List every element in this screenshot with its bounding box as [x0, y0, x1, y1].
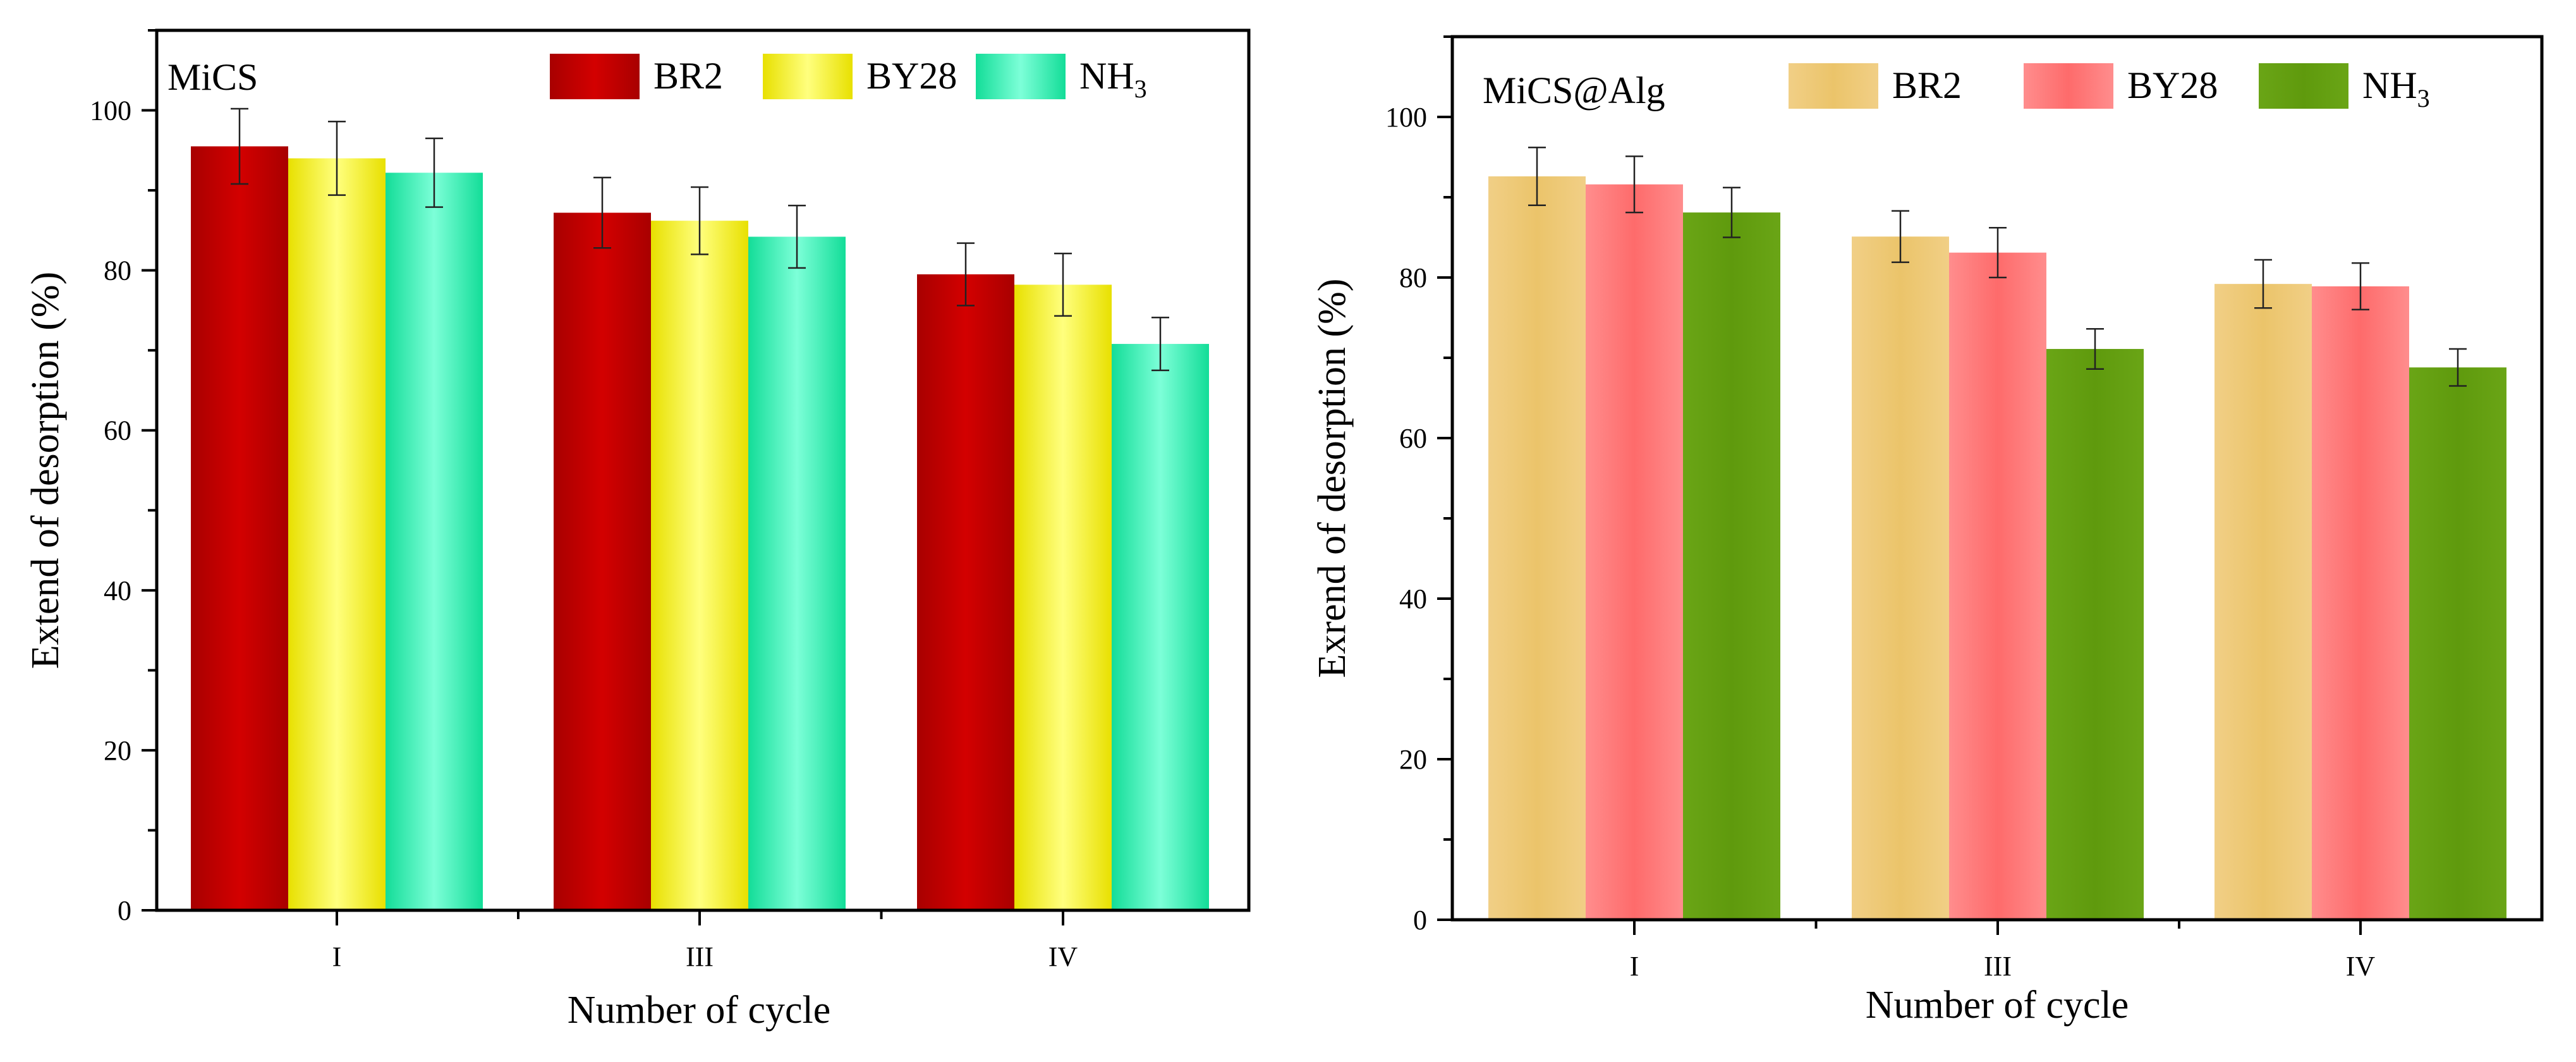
legend-label: BR2 — [653, 55, 723, 97]
x-tick-label-iv: IV — [2346, 951, 2376, 982]
legend: BR2 BY28 NH3 — [550, 54, 1147, 103]
y-tick-label: 80 — [104, 255, 131, 286]
bar-nh3-iii — [2046, 349, 2144, 920]
legend-swatch — [1789, 63, 1878, 109]
error-bar-nh3-i — [1723, 186, 1741, 238]
error-bar-br2-iv — [957, 242, 975, 307]
bar-by28-iii — [1949, 252, 2046, 920]
legend-swatch — [2259, 63, 2348, 109]
panel-title: MiCS@Alg — [1483, 70, 1665, 111]
error-bar-br2-iv — [2254, 259, 2272, 309]
x-tick-label-iii: III — [686, 941, 714, 972]
legend: BR2 BY28 NH3 — [1789, 63, 2430, 113]
error-bar-nh3-i — [425, 137, 443, 208]
bar-nh3-iii — [748, 236, 846, 910]
error-bar-nh3-iv — [2449, 348, 2467, 387]
bar-by28-iv — [1014, 284, 1112, 910]
legend-item-nh3: NH3 — [2259, 63, 2430, 113]
bar-br2-i — [1488, 176, 1586, 920]
error-bar-by28-iv — [2352, 262, 2369, 311]
y-tick-label: 20 — [1399, 744, 1427, 775]
y-tick-label: 20 — [104, 735, 131, 766]
x-tick-label-iv: IV — [1048, 941, 1078, 972]
bar-br2-iv — [917, 274, 1014, 910]
y-axis-title: Exrend of desorption (%) — [1311, 279, 1354, 678]
x-axis-title: Number of cycle — [568, 989, 831, 1032]
legend-swatch — [2024, 63, 2113, 109]
bar-nh3-i — [386, 173, 483, 910]
bar-by28-i — [1586, 184, 1683, 920]
error-bar-br2-i — [1528, 147, 1546, 206]
legend-label: NH3 — [2362, 64, 2430, 113]
bar-by28-iii — [651, 221, 748, 910]
bar-br2-iii — [1852, 236, 1949, 920]
legend-item-by28: BY28 — [763, 54, 957, 99]
bar-br2-iv — [2215, 284, 2312, 920]
legend-swatch — [550, 54, 640, 99]
legend-swatch — [976, 54, 1066, 99]
error-bar-by28-iv — [1054, 252, 1072, 317]
error-bar-br2-iii — [593, 176, 611, 249]
y-tick-label: 40 — [1399, 583, 1427, 614]
x-tick-label-iii: III — [1984, 951, 2012, 982]
y-axis-title: Extend of desorption (%) — [24, 272, 67, 669]
bar-br2-i — [191, 146, 288, 910]
bar-nh3-iv — [1112, 344, 1209, 910]
error-bar-br2-i — [231, 107, 248, 185]
error-bar-nh3-iv — [1151, 317, 1169, 372]
bar-by28-i — [288, 158, 386, 910]
legend-label: BY28 — [866, 55, 957, 97]
y-tick-label: 100 — [90, 95, 131, 126]
error-bar-br2-iii — [1892, 210, 1909, 264]
legend-label: NH3 — [1079, 55, 1147, 103]
legend-item-br2: BR2 — [1789, 63, 1962, 109]
error-bar-nh3-iii — [788, 204, 806, 269]
y-tick-label: 0 — [118, 895, 131, 926]
bar-nh3-iv — [2409, 367, 2506, 920]
legend-label: BY28 — [2127, 64, 2218, 106]
bar-by28-iv — [2312, 286, 2409, 920]
y-tick-label: 60 — [1399, 423, 1427, 454]
error-bar-nh3-iii — [2086, 328, 2104, 370]
panel-title: MiCS — [167, 56, 258, 98]
legend-label: BR2 — [1892, 64, 1962, 106]
legend-item-br2: BR2 — [550, 54, 723, 99]
x-tick-label-i: I — [332, 941, 342, 972]
plot-frame — [155, 28, 1251, 912]
bar-nh3-i — [1683, 212, 1780, 920]
bar-br2-iii — [554, 212, 651, 910]
legend-swatch — [763, 54, 853, 99]
error-bar-by28-iii — [1989, 227, 2007, 279]
legend-item-by28: BY28 — [2024, 63, 2218, 109]
legend-item-nh3: NH3 — [976, 54, 1147, 103]
y-tick-label: 0 — [1413, 905, 1427, 936]
error-bar-by28-i — [1625, 155, 1643, 214]
y-tick-label: 100 — [1385, 102, 1427, 133]
y-tick-label: 80 — [1399, 262, 1427, 293]
y-tick-label: 40 — [104, 575, 131, 606]
error-bar-by28-iii — [691, 186, 708, 255]
error-bar-by28-i — [328, 121, 346, 196]
x-axis-title: Number of cycle — [1866, 984, 2129, 1027]
x-tick-label-i: I — [1630, 951, 1639, 982]
y-tick-label: 60 — [104, 415, 131, 446]
